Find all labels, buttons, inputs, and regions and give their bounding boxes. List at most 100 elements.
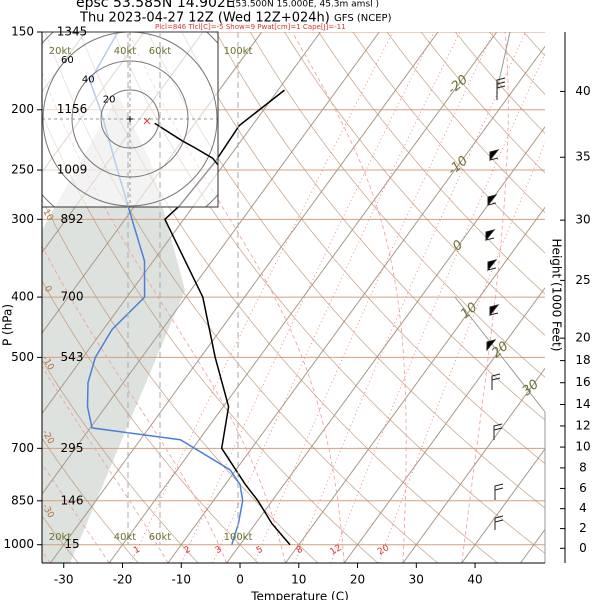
mixing-ratio-label: 2 [182, 545, 192, 557]
y-tick-label: 500 [11, 350, 34, 364]
isotherm [42, 32, 321, 415]
mixing-ratio-line [294, 32, 527, 563]
level-height: 1009 [57, 163, 88, 177]
dry-adiabat [42, 198, 319, 563]
barb [489, 304, 500, 317]
y2-tick-label: 30 [575, 213, 590, 227]
y-tick-label: 850 [11, 493, 34, 507]
barb [486, 339, 497, 352]
dry-adiabat [42, 515, 79, 563]
dry-adiabat [181, 32, 545, 465]
y-tick-label: 1000 [3, 537, 34, 551]
isotherm [285, 206, 545, 563]
y2-tick-label: 18 [575, 353, 590, 367]
dry-adiabat [352, 32, 545, 254]
y2-tick-label: 20 [575, 331, 590, 345]
level-height: 1345 [57, 25, 88, 39]
level-height: 1156 [57, 102, 88, 116]
mixing-ratio-label: 12 [329, 543, 344, 557]
level-height: 892 [61, 212, 84, 226]
hodo-trace [154, 122, 218, 166]
mixing-ratio-line [330, 52, 545, 563]
level-height: 700 [61, 290, 84, 304]
y-tick-label: 700 [11, 441, 34, 455]
y-axis-title: P (hPa) [1, 304, 15, 346]
y2-tick-label: 2 [579, 521, 587, 535]
y2-axis-title: Height (1000 Feet) [550, 239, 564, 352]
barb [493, 423, 503, 440]
speed-lines [127, 32, 239, 545]
isotherm [461, 448, 545, 563]
speed-label: 40kt [114, 46, 137, 57]
station: epsc 53.585N 14.902E [76, 0, 235, 11]
hodo-ring-label: 20 [103, 94, 116, 105]
y2-tick-label: 8 [579, 460, 587, 474]
moist-adiabat [128, 32, 345, 563]
x-tick-label: 30 [409, 573, 424, 587]
wind-barbs [485, 77, 506, 530]
adiabat-label: 0 [42, 284, 54, 294]
isotherm [402, 367, 545, 563]
storm-motion [143, 117, 151, 125]
speed-label: 20kt [49, 532, 72, 543]
location: (53.500N 15.000E, 45.3m amsl ) [232, 0, 379, 10]
barb [487, 259, 498, 272]
hodo-ring [100, 89, 160, 149]
speed-label: 40kt [114, 532, 137, 543]
y2-tick-label: 40 [575, 84, 590, 98]
x-tick-label: 10 [291, 573, 306, 587]
hodo-ring-label: 40 [82, 75, 95, 86]
moist-adiabat [461, 32, 509, 563]
model: GFS (NCEP) [334, 13, 392, 24]
hodo-ring [71, 60, 189, 178]
x-tick-label: 20 [350, 573, 365, 587]
y2-tick-label: 35 [575, 150, 590, 164]
y-tick-label: 150 [11, 25, 34, 39]
dry-adiabat [79, 32, 498, 563]
speed-label: 100kt [224, 532, 253, 543]
y-tick-label: 300 [11, 212, 34, 226]
y2-tick-label: 16 [575, 375, 590, 389]
isotherm [108, 32, 498, 563]
wind-column [454, 31, 546, 563]
barb [496, 77, 506, 100]
dry-adiabat [42, 359, 199, 563]
level-height: 15 [64, 537, 79, 551]
y2-tick-label: 6 [579, 481, 587, 495]
mixing-ratio-line [253, 32, 494, 563]
mixing-ratio-line [181, 32, 435, 563]
hodo-ring-label: 60 [61, 55, 74, 66]
y-tick-label: 200 [11, 102, 34, 116]
dry-adiabat [42, 437, 139, 563]
barb [494, 515, 504, 530]
moist-adiabat [42, 462, 110, 563]
speed-label: 100kt [224, 46, 253, 57]
level-height: 146 [61, 493, 84, 507]
barb [487, 194, 498, 207]
time: Thu 2023-04-27 12Z (Wed 12Z+024h) [79, 11, 330, 26]
dry-adiabat [284, 32, 545, 336]
barb [491, 373, 501, 390]
boundary [454, 296, 546, 413]
x-tick-label: -10 [171, 573, 191, 587]
level-height: 543 [61, 350, 84, 364]
hodograph: 20 40 60 [42, 32, 218, 207]
x-axis-title: Temperature (C) [250, 590, 349, 600]
y2-tick-label: 14 [575, 397, 590, 411]
hodo-center [127, 116, 133, 122]
mixing-ratio-label: 1 [132, 545, 142, 557]
dry-adiabat [147, 32, 545, 509]
y2-tick-label: 4 [579, 501, 587, 515]
dry-adiabat [113, 32, 545, 554]
speed-label: 60kt [149, 532, 172, 543]
indices: Plcl=846 Tlcl[C]=-5 Show=9 Pwat[cm]=1 Ca… [155, 23, 346, 31]
dry-adiabat [215, 32, 545, 421]
dry-adiabat [249, 32, 545, 378]
level-height: 295 [61, 441, 84, 455]
y-tick-label: 400 [11, 290, 34, 304]
dry-adiabat [44, 32, 438, 563]
dry-adiabat [318, 32, 545, 295]
mixing-ratio-label: 5 [255, 545, 265, 557]
speed-label: 60kt [149, 46, 172, 57]
